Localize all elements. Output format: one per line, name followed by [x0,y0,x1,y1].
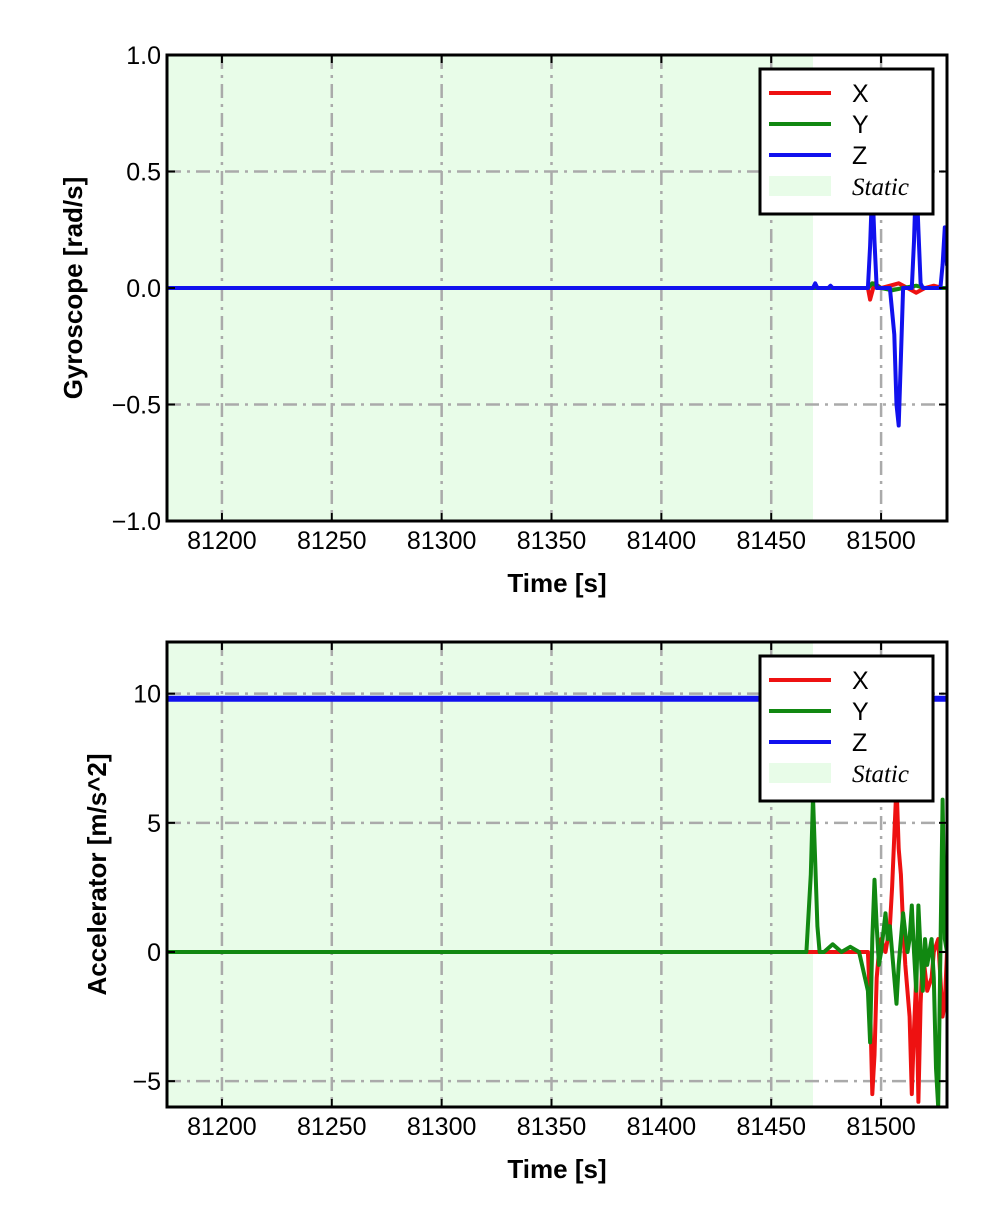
series-line-y [167,795,947,1107]
legend-label-y: Y [852,698,869,726]
y-tick-label: 10 [133,681,161,709]
legend-label-static: Static [852,174,909,201]
static-region [167,642,813,1107]
x-tick-label: 81300 [407,527,477,555]
x-tick-label: 81500 [846,1113,916,1141]
x-tick-label: 81200 [187,527,257,555]
legend-label-z: Z [852,142,867,170]
x-tick-label: 81350 [517,1113,587,1141]
x-tick-label: 81250 [297,527,367,555]
legend-label-static: Static [852,761,909,788]
legend-label-y: Y [852,111,869,139]
x-axis-label: Time [s] [507,1154,606,1184]
y-tick-label: −1.0 [112,508,161,536]
y-tick-label: −0.5 [112,392,161,420]
y-axis-label: Gyroscope [rad/s] [58,177,88,400]
x-tick-label: 81400 [627,527,697,555]
x-tick-label: 81450 [736,1113,806,1141]
legend-swatch-static [769,763,831,783]
y-tick-label: 0.5 [126,159,161,187]
series-line-z [167,169,947,428]
legend-swatch-static [769,176,831,196]
x-tick-label: 81400 [627,1113,697,1141]
y-tick-label: 0.0 [126,275,161,303]
legend-label-z: Z [852,729,867,757]
legend-label-x: X [852,80,869,108]
series-lines [167,169,947,428]
x-axis-label: Time [s] [507,568,606,598]
y-tick-label: 1.0 [126,42,161,70]
accelerator-chart: 81200 81250 81300 81350 81400 81450 81500 −5 0 5 1… [82,640,949,1184]
legend: XYZ Static [758,654,935,803]
x-tick-label: 81500 [846,527,916,555]
y-axis-label: Accelerator [m/s^2] [82,753,112,995]
gyroscope-chart: 81200 81250 81300 81350 81400 81450 81500 −1.0 −… [58,42,949,598]
x-tick-label: 81200 [187,1113,257,1141]
y-tick-label: 0 [147,939,161,967]
y-tick-label: 5 [147,810,161,838]
x-tick-label: 81300 [407,1113,477,1141]
x-tick-label: 81250 [297,1113,367,1141]
axes-frame [165,640,949,1109]
legend-label-x: X [852,667,869,695]
y-tick-label: −5 [132,1068,161,1096]
x-tick-label: 81350 [517,527,587,555]
x-tick-label: 81450 [736,527,806,555]
legend: XYZ Static [758,67,935,216]
